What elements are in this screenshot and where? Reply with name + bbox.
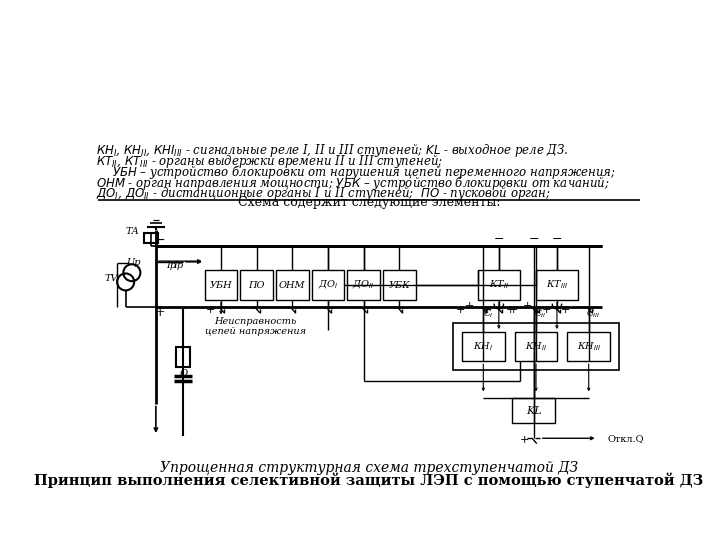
Bar: [176, 347, 190, 367]
Bar: [312, 271, 344, 300]
Text: ДО$_{II}$: ДО$_{II}$: [353, 279, 374, 291]
Text: КН$_I$: КН$_I$: [473, 340, 493, 353]
Bar: [513, 398, 555, 423]
Text: Iр: Iр: [174, 260, 184, 269]
Text: −: −: [154, 233, 166, 247]
Text: КН$_{III}$: КН$_{III}$: [577, 340, 600, 353]
Bar: [144, 233, 158, 244]
Text: ДО$_I$: ДО$_I$: [318, 279, 338, 291]
Text: +: +: [465, 301, 474, 311]
Text: C$_I$: C$_I$: [482, 307, 493, 320]
Text: +: +: [154, 306, 165, 319]
Text: C$_{II}$: C$_{II}$: [534, 307, 547, 320]
Text: Q: Q: [179, 368, 187, 377]
Text: Неисправность
цепей напряжения: Неисправность цепей напряжения: [204, 317, 305, 336]
Bar: [204, 271, 238, 300]
Text: +: +: [520, 435, 529, 445]
Text: C$_{III}$: C$_{III}$: [586, 307, 600, 320]
Text: ПО: ПО: [248, 280, 265, 289]
Bar: [453, 323, 619, 370]
Text: ОНМ: ОНМ: [279, 280, 305, 289]
Text: +: +: [508, 305, 518, 315]
Bar: [383, 271, 415, 300]
Text: Принцип выполнения селективной защиты ЛЭП с помощью ступенчатой ДЗ: Принцип выполнения селективной защиты ЛЭ…: [35, 473, 703, 488]
Text: $КТ_{II}$, $КТ_{III}$ - органы выдержки времени II и III ступеней;: $КТ_{II}$, $КТ_{III}$ - органы выдержки …: [96, 153, 444, 170]
Text: Iр: Iр: [166, 261, 176, 270]
Text: −: −: [494, 233, 504, 246]
Text: Упрощенная структурная схема трехступенчатой ДЗ: Упрощенная структурная схема трехступенч…: [160, 461, 578, 475]
Text: ТА: ТА: [126, 227, 140, 237]
Text: TV: TV: [105, 274, 119, 282]
Text: +: +: [456, 305, 465, 315]
Text: +: +: [483, 305, 492, 315]
Bar: [536, 271, 578, 300]
Text: KL: KL: [526, 406, 541, 416]
Text: Откл.Q: Откл.Q: [608, 434, 644, 443]
Text: УБН: УБН: [210, 280, 233, 289]
Text: −: −: [552, 233, 562, 246]
Text: Uр: Uр: [126, 258, 140, 267]
Text: +: +: [506, 305, 516, 315]
Bar: [477, 271, 520, 300]
Text: +: +: [541, 305, 551, 315]
Bar: [462, 332, 505, 361]
Text: $УБН$ – устройство блокировки от нарушения цепей переменного напряжения;: $УБН$ – устройство блокировки от нарушен…: [112, 164, 616, 181]
Bar: [515, 332, 557, 361]
Text: +: +: [561, 305, 570, 315]
Text: УБК: УБК: [388, 280, 410, 289]
Text: $ОНМ$ - орган направления мощности; $УБК$ – устройство блокировки от качаний;: $ОНМ$ - орган направления мощности; $УБК…: [96, 174, 610, 192]
Bar: [347, 271, 380, 300]
Text: КН$_{II}$: КН$_{II}$: [525, 340, 547, 353]
Bar: [276, 271, 309, 300]
Text: $ДО_I$, $ДО_{II}$ - дистанционные органы I и II ступеней;  $ПО$ - пусковой орган: $ДО_I$, $ДО_{II}$ - дистанционные органы…: [96, 185, 551, 202]
Text: КТ$_{III}$: КТ$_{III}$: [546, 279, 568, 292]
Text: −: −: [528, 233, 539, 246]
Text: $КН_I$, $КН_{II}$, $КНI_{III}$ - сигнальные реле I, II и III ступеней; $KL$ - вы: $КН_I$, $КН_{II}$, $КНI_{III}$ - сигналь…: [96, 142, 569, 159]
Text: +: +: [523, 301, 533, 311]
Bar: [567, 332, 610, 361]
Text: Схема содержит следующие элементы:: Схема содержит следующие элементы:: [238, 195, 500, 208]
Text: КТ$_{II}$: КТ$_{II}$: [489, 279, 509, 292]
Bar: [240, 271, 273, 300]
Text: +: +: [205, 305, 215, 315]
